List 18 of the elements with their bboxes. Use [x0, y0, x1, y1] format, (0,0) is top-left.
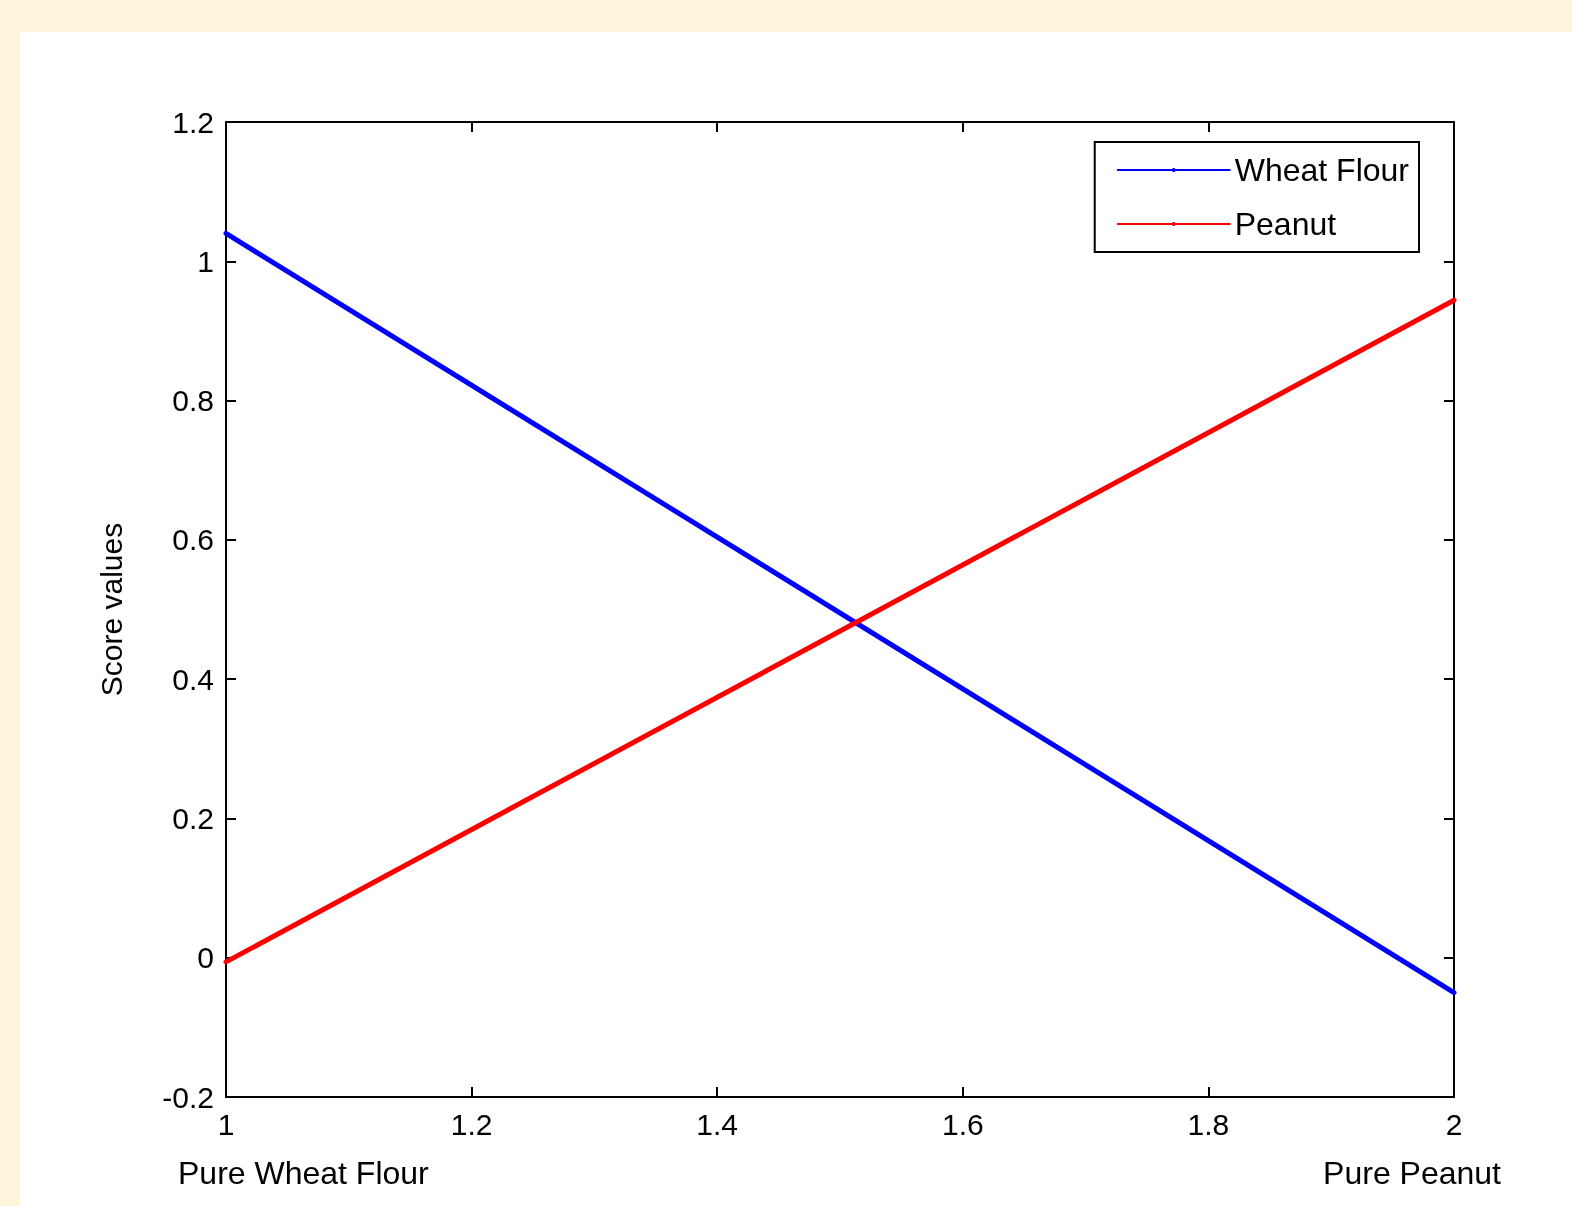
y-tick-label: 0.2 [172, 801, 214, 835]
y-tick-label: 1.2 [172, 105, 214, 139]
text: Pure Peanut [1323, 1155, 1502, 1191]
y-axis-title: Score values [94, 522, 128, 697]
y-tick-label: 0.8 [172, 384, 214, 418]
y-tick-label: -0.2 [162, 1080, 214, 1114]
y-tick-label: 0.6 [172, 523, 214, 557]
x-tick-label: 2 [1445, 1107, 1463, 1141]
x-tick-label: 1.8 [1187, 1107, 1230, 1141]
x-tick-label: 1.2 [450, 1107, 493, 1141]
legend-label: Wheat Flour [1234, 152, 1410, 188]
y-tick-label: 0 [197, 941, 214, 975]
text: Pure Wheat Flour [178, 1155, 430, 1191]
legend-label: Peanut [1234, 206, 1337, 242]
y-tick-label: 0.4 [172, 662, 214, 696]
y-tick-label: 1 [197, 244, 214, 278]
x-tick-label: 1.4 [696, 1107, 739, 1141]
x-tick-label: 1.6 [941, 1107, 984, 1141]
